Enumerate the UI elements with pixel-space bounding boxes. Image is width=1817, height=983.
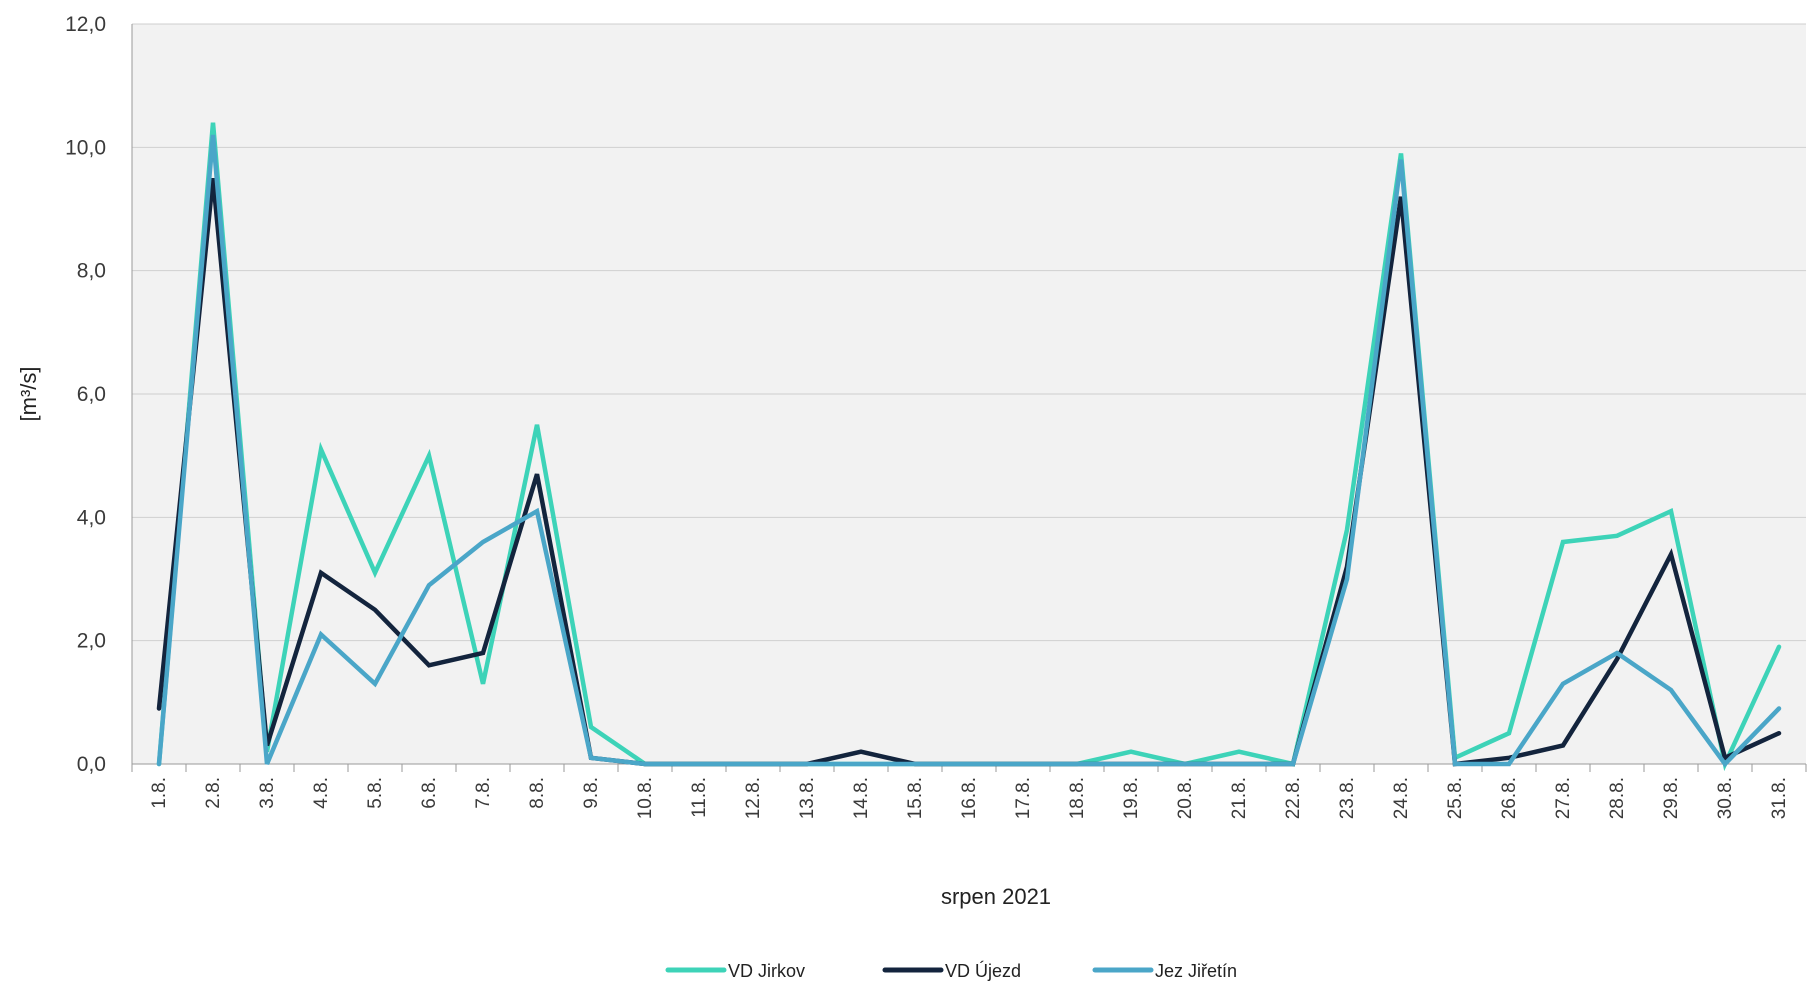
x-tick-label: 24.8. — [1391, 777, 1412, 819]
y-tick-label: 4,0 — [77, 506, 106, 529]
x-tick-label: 4.8. — [311, 777, 332, 809]
x-tick-label: 30.8. — [1715, 777, 1736, 819]
x-tick-label: 23.8. — [1337, 777, 1358, 819]
y-tick-label: 8,0 — [77, 260, 106, 283]
y-axis-label: [m³/s] — [16, 367, 41, 422]
x-tick-label: 26.8. — [1499, 777, 1520, 819]
x-tick-label: 10.8. — [635, 777, 656, 819]
legend-item-label: Jez Jiřetín — [1155, 961, 1237, 981]
x-tick-label: 7.8. — [473, 777, 494, 809]
x-axis: 1.8. 2.8. 3.8. 4.8. 5.8. 6.8. 7.8. 8.8. 9.8. 10.8… — [131, 24, 1807, 819]
x-tick-label: 9.8. — [581, 777, 602, 809]
x-tick-label: 5.8. — [365, 777, 386, 809]
x-tick-label: 19.8. — [1121, 777, 1142, 819]
x-tick-label: 29.8. — [1661, 777, 1682, 819]
y-tick-label: 2,0 — [77, 630, 106, 653]
x-tick-label: 31.8. — [1769, 777, 1790, 819]
x-tick-label: 8.8. — [527, 777, 548, 809]
x-tick-label: 1.8. — [149, 777, 170, 809]
y-axis-ticks: 0,0 2,0 4,0 6,0 8,0 10,0 12,0 — [65, 13, 106, 776]
series-line — [156, 134, 1782, 768]
legend-item-label: VD Újezd — [945, 960, 1021, 981]
x-tick-label: 20.8. — [1175, 777, 1196, 819]
x-tick-label: 12.8. — [743, 777, 764, 819]
legend-item-label: VD Jirkov — [728, 961, 805, 981]
x-tick-label: 22.8. — [1283, 777, 1304, 819]
y-tick-label: 0,0 — [77, 753, 106, 776]
legend: VD Jirkov VD Újezd Jez Jiřetín — [665, 960, 1237, 981]
y-tick-label: 12,0 — [65, 13, 106, 36]
x-tick-label: 25.8. — [1445, 777, 1466, 819]
x-tick-label: 21.8. — [1229, 777, 1250, 819]
x-axis-label: srpen 2021 — [941, 884, 1051, 909]
x-tick-label: 14.8. — [851, 777, 872, 819]
y-tick-label: 10,0 — [65, 136, 106, 159]
x-tick-label: 2.8. — [203, 777, 224, 809]
x-tick-label: 15.8. — [905, 777, 926, 819]
x-tick-label: 6.8. — [419, 777, 440, 809]
x-tick-label: 28.8. — [1607, 777, 1628, 819]
x-tick-label: 17.8. — [1013, 777, 1034, 819]
y-tick-label: 6,0 — [77, 383, 106, 406]
x-tick-label: 11.8. — [689, 777, 710, 818]
x-tick-label: 18.8. — [1067, 777, 1088, 819]
x-tick-label: 16.8. — [959, 777, 980, 819]
series-lines — [156, 122, 1782, 772]
x-tick-label: 3.8. — [257, 777, 278, 809]
x-tick-label: 13.8. — [797, 777, 818, 819]
x-tick-label: 27.8. — [1553, 777, 1574, 819]
